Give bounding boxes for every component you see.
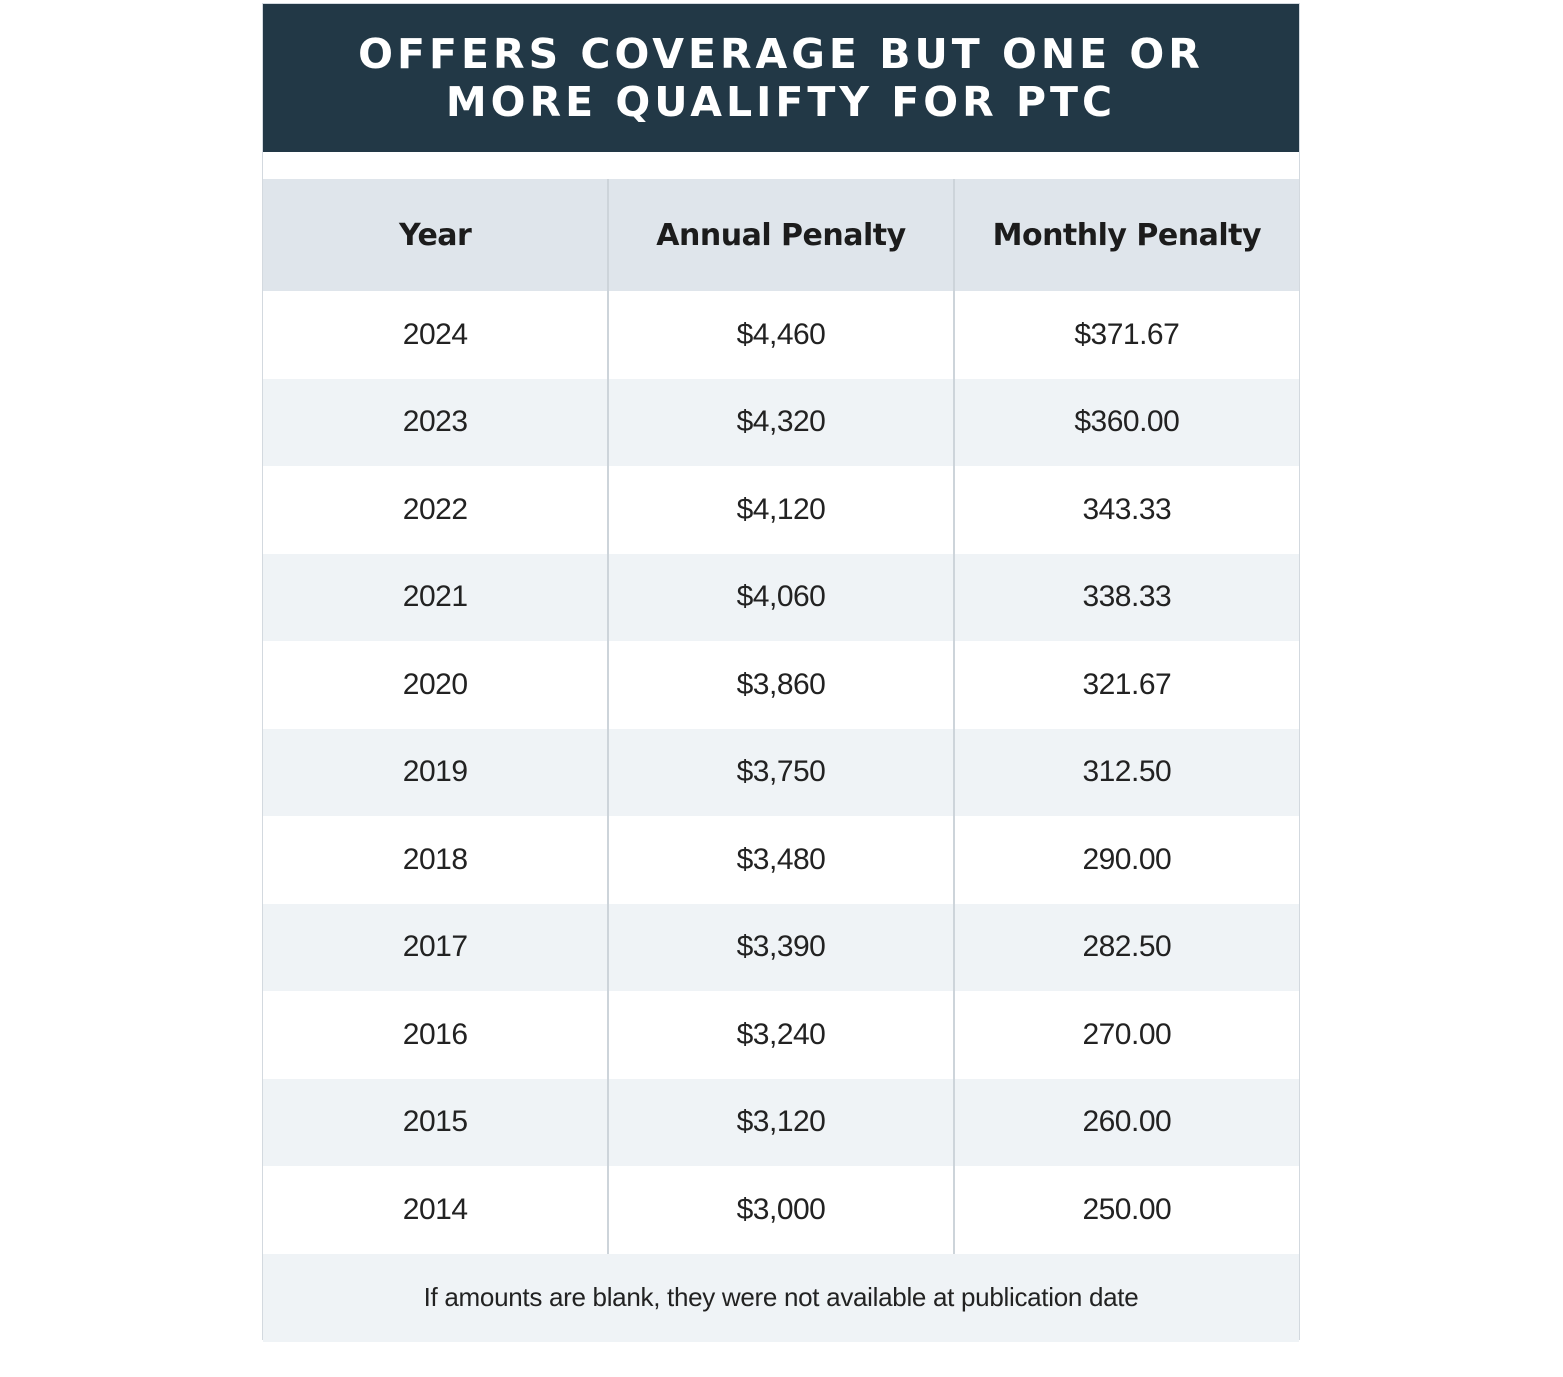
cell-monthly-penalty: 260.00 (952, 1078, 1299, 1166)
cell-year: 2021 (263, 553, 609, 641)
cell-annual-penalty: $4,460 (607, 291, 954, 379)
cell-year: 2014 (263, 1166, 609, 1254)
cell-annual-penalty: $3,240 (607, 991, 954, 1079)
cell-monthly-penalty: $371.67 (952, 291, 1299, 379)
cell-year: 2016 (263, 991, 609, 1079)
title-banner: OFFERS COVERAGE BUT ONE OR MORE QUALIFTY… (263, 4, 1299, 152)
cell-year: 2017 (263, 903, 609, 991)
penalty-table: Year Annual Penalty Monthly Penalty 2024… (263, 179, 1299, 1342)
table-row: 2020 $3,860 321.67 (263, 641, 1299, 729)
cell-monthly-penalty: 312.50 (952, 728, 1299, 816)
cell-monthly-penalty: 338.33 (952, 553, 1299, 641)
footnote: If amounts are blank, they were not avai… (263, 1253, 1299, 1342)
table-title: OFFERS COVERAGE BUT ONE OR MORE QUALIFTY… (358, 30, 1204, 126)
header-year: Year (263, 179, 609, 291)
cell-year: 2022 (263, 466, 609, 554)
cell-monthly-penalty: 270.00 (952, 991, 1299, 1079)
penalty-table-card: OFFERS COVERAGE BUT ONE OR MORE QUALIFTY… (262, 3, 1300, 1342)
table-row: 2021 $4,060 338.33 (263, 553, 1299, 641)
cell-annual-penalty: $4,060 (607, 553, 954, 641)
table-row: 2016 $3,240 270.00 (263, 991, 1299, 1079)
cell-annual-penalty: $4,120 (607, 466, 954, 554)
cell-year: 2019 (263, 728, 609, 816)
header-monthly-penalty: Monthly Penalty (952, 179, 1299, 291)
table-row: 2014 $3,000 250.00 (263, 1166, 1299, 1254)
cell-annual-penalty: $3,480 (607, 816, 954, 904)
footnote-row: If amounts are blank, they were not avai… (263, 1253, 1299, 1342)
cell-annual-penalty: $3,000 (607, 1166, 954, 1254)
header-annual-penalty: Annual Penalty (607, 179, 954, 291)
cell-monthly-penalty: 250.00 (952, 1166, 1299, 1254)
cell-monthly-penalty: $360.00 (952, 378, 1299, 466)
header-row: Year Annual Penalty Monthly Penalty (263, 179, 1299, 291)
table-row: 2015 $3,120 260.00 (263, 1078, 1299, 1166)
cell-year: 2023 (263, 378, 609, 466)
cell-year: 2024 (263, 291, 609, 379)
table-row: 2017 $3,390 282.50 (263, 903, 1299, 991)
cell-annual-penalty: $3,860 (607, 641, 954, 729)
cell-monthly-penalty: 321.67 (952, 641, 1299, 729)
table-row: 2018 $3,480 290.00 (263, 816, 1299, 904)
table-row: 2022 $4,120 343.33 (263, 466, 1299, 554)
cell-monthly-penalty: 290.00 (952, 816, 1299, 904)
cell-monthly-penalty: 343.33 (952, 466, 1299, 554)
cell-year: 2020 (263, 641, 609, 729)
cell-annual-penalty: $4,320 (607, 378, 954, 466)
cell-annual-penalty: $3,750 (607, 728, 954, 816)
cell-year: 2015 (263, 1078, 609, 1166)
table-row: 2019 $3,750 312.50 (263, 728, 1299, 816)
table-row: 2023 $4,320 $360.00 (263, 378, 1299, 466)
cell-annual-penalty: $3,120 (607, 1078, 954, 1166)
cell-monthly-penalty: 282.50 (952, 903, 1299, 991)
table-row: 2024 $4,460 $371.67 (263, 291, 1299, 379)
cell-annual-penalty: $3,390 (607, 903, 954, 991)
cell-year: 2018 (263, 816, 609, 904)
